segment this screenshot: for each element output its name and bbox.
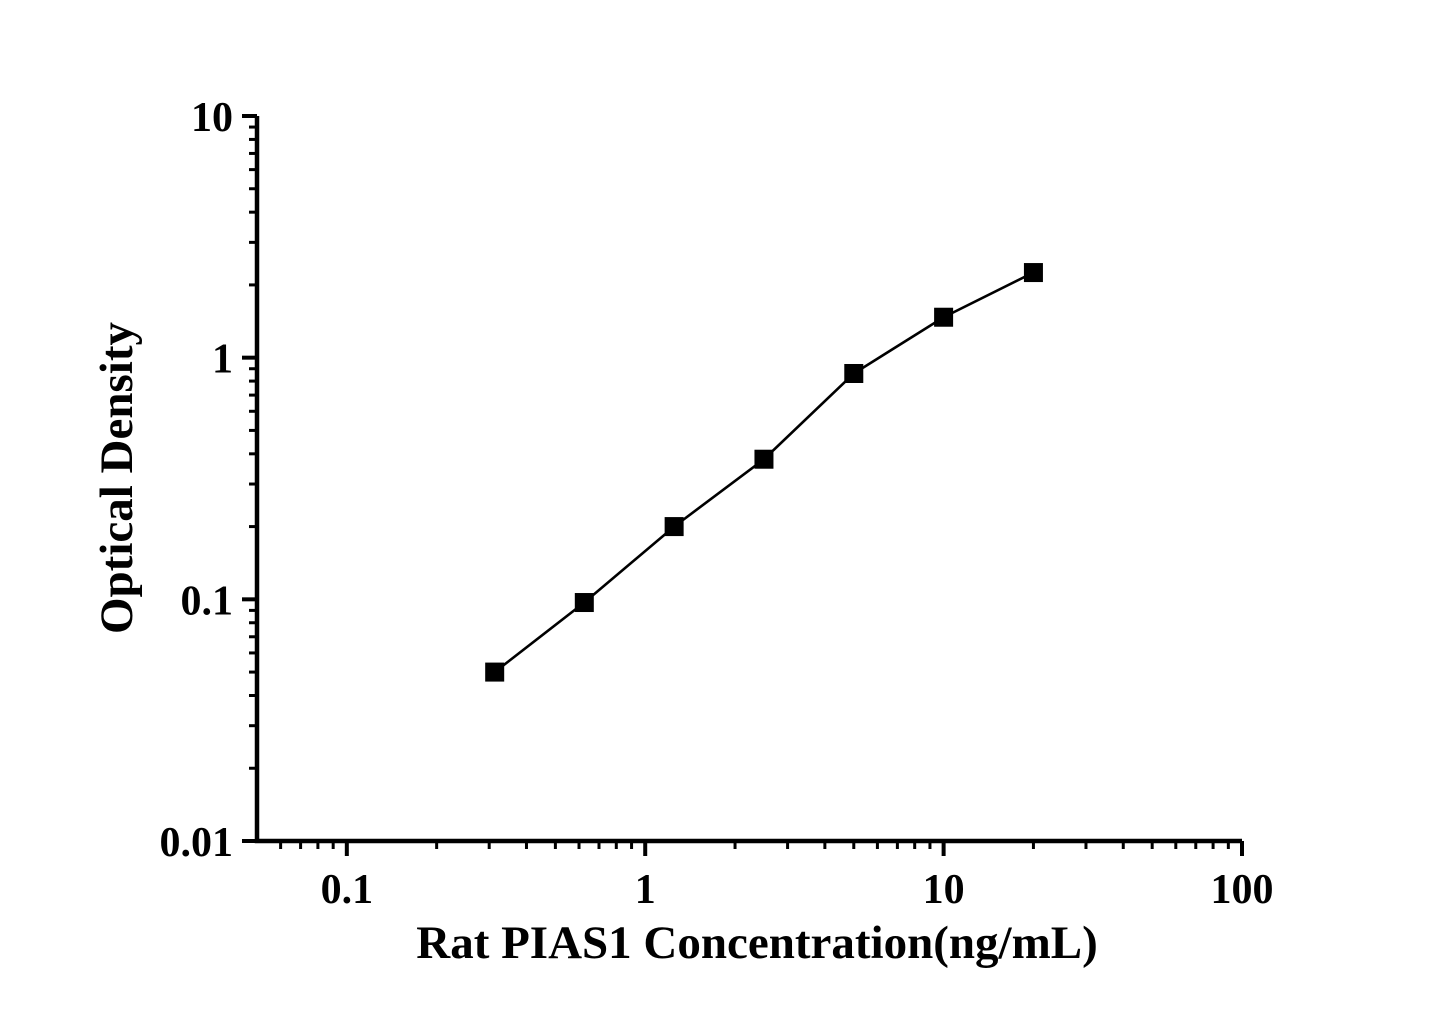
data-point-marker (1023, 263, 1043, 283)
x-tick-label: 10 (923, 867, 965, 913)
data-point-marker (485, 662, 505, 682)
data-point-marker (664, 517, 684, 537)
x-axis-title: Rat PIAS1 Concentration(ng/mL) (416, 917, 1097, 969)
axis-spines (254, 116, 1242, 844)
data-point-marker (574, 593, 594, 613)
x-tick-label: 100 (1211, 867, 1274, 913)
axis-tick-labels: 0.1 1 10 100 0.01 0.1 1 10 (160, 95, 1274, 913)
axis-ticks (242, 114, 1244, 856)
data-point-marker (754, 449, 774, 469)
data-series (485, 263, 1043, 682)
y-tick-label: 1 (212, 337, 233, 383)
y-axis-title: Optical Density (91, 321, 143, 634)
x-tick-label: 1 (635, 867, 656, 913)
y-tick-label: 0.1 (181, 578, 234, 624)
y-tick-label: 10 (191, 95, 233, 141)
axis-spine (254, 116, 1242, 844)
y-tick-label: 0.01 (160, 820, 234, 866)
data-point-marker (934, 307, 954, 327)
data-point-marker (844, 363, 864, 383)
standard-curve-line (493, 271, 1035, 674)
x-tick-label: 0.1 (321, 867, 374, 913)
